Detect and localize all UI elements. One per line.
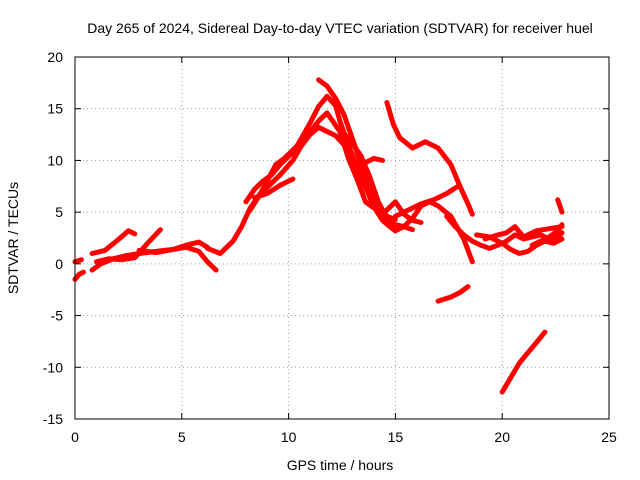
series-track-10 — [251, 176, 296, 201]
x-tick-label: 15 — [388, 429, 404, 445]
series-track-1 — [72, 269, 86, 282]
y-tick-label: 0 — [55, 256, 63, 272]
series-track-6 — [136, 239, 210, 255]
series-track-13 — [354, 155, 386, 168]
y-tick-label: -15 — [43, 411, 63, 427]
y-tick-label: 10 — [47, 152, 63, 168]
y-tick-label: 15 — [47, 101, 63, 117]
chart-title: Day 265 of 2024, Sidereal Day-to-day VTE… — [87, 20, 593, 36]
series-track-16 — [392, 182, 462, 219]
series-track-22 — [555, 197, 565, 215]
x-axis-label: GPS time / hours — [287, 457, 394, 473]
x-tick-label: 25 — [601, 429, 617, 445]
series-track-7 — [204, 124, 415, 256]
data-series — [72, 77, 565, 395]
x-tick-label: 10 — [281, 429, 297, 445]
series-track-15 — [384, 100, 475, 217]
plot-frame — [74, 56, 610, 420]
series-track-9 — [243, 110, 386, 213]
axes: 0 5 10 15 20 25 -15 -10 -5 0 5 10 15 20 — [43, 49, 617, 445]
grid — [75, 57, 609, 419]
series-track-19 — [474, 232, 565, 256]
series-track-4 — [89, 228, 138, 256]
series-track-20 — [482, 224, 565, 242]
y-tick-label: -10 — [43, 359, 63, 375]
series-track-21 — [529, 222, 565, 248]
series-track-14 — [375, 199, 424, 225]
x-tick-label: 20 — [494, 429, 510, 445]
x-tick-label: 5 — [178, 429, 186, 445]
series-track-23 — [499, 329, 548, 395]
series-track-17 — [435, 284, 471, 304]
series-track-2 — [72, 257, 84, 265]
y-tick-label: -5 — [51, 308, 64, 324]
series-track-5 — [93, 227, 163, 265]
y-tick-label: 5 — [55, 204, 63, 220]
x-tick-label: 0 — [71, 429, 79, 445]
y-axis-label: SDTVAR / TECUs — [5, 182, 21, 294]
y-tick-label: 20 — [47, 49, 63, 65]
